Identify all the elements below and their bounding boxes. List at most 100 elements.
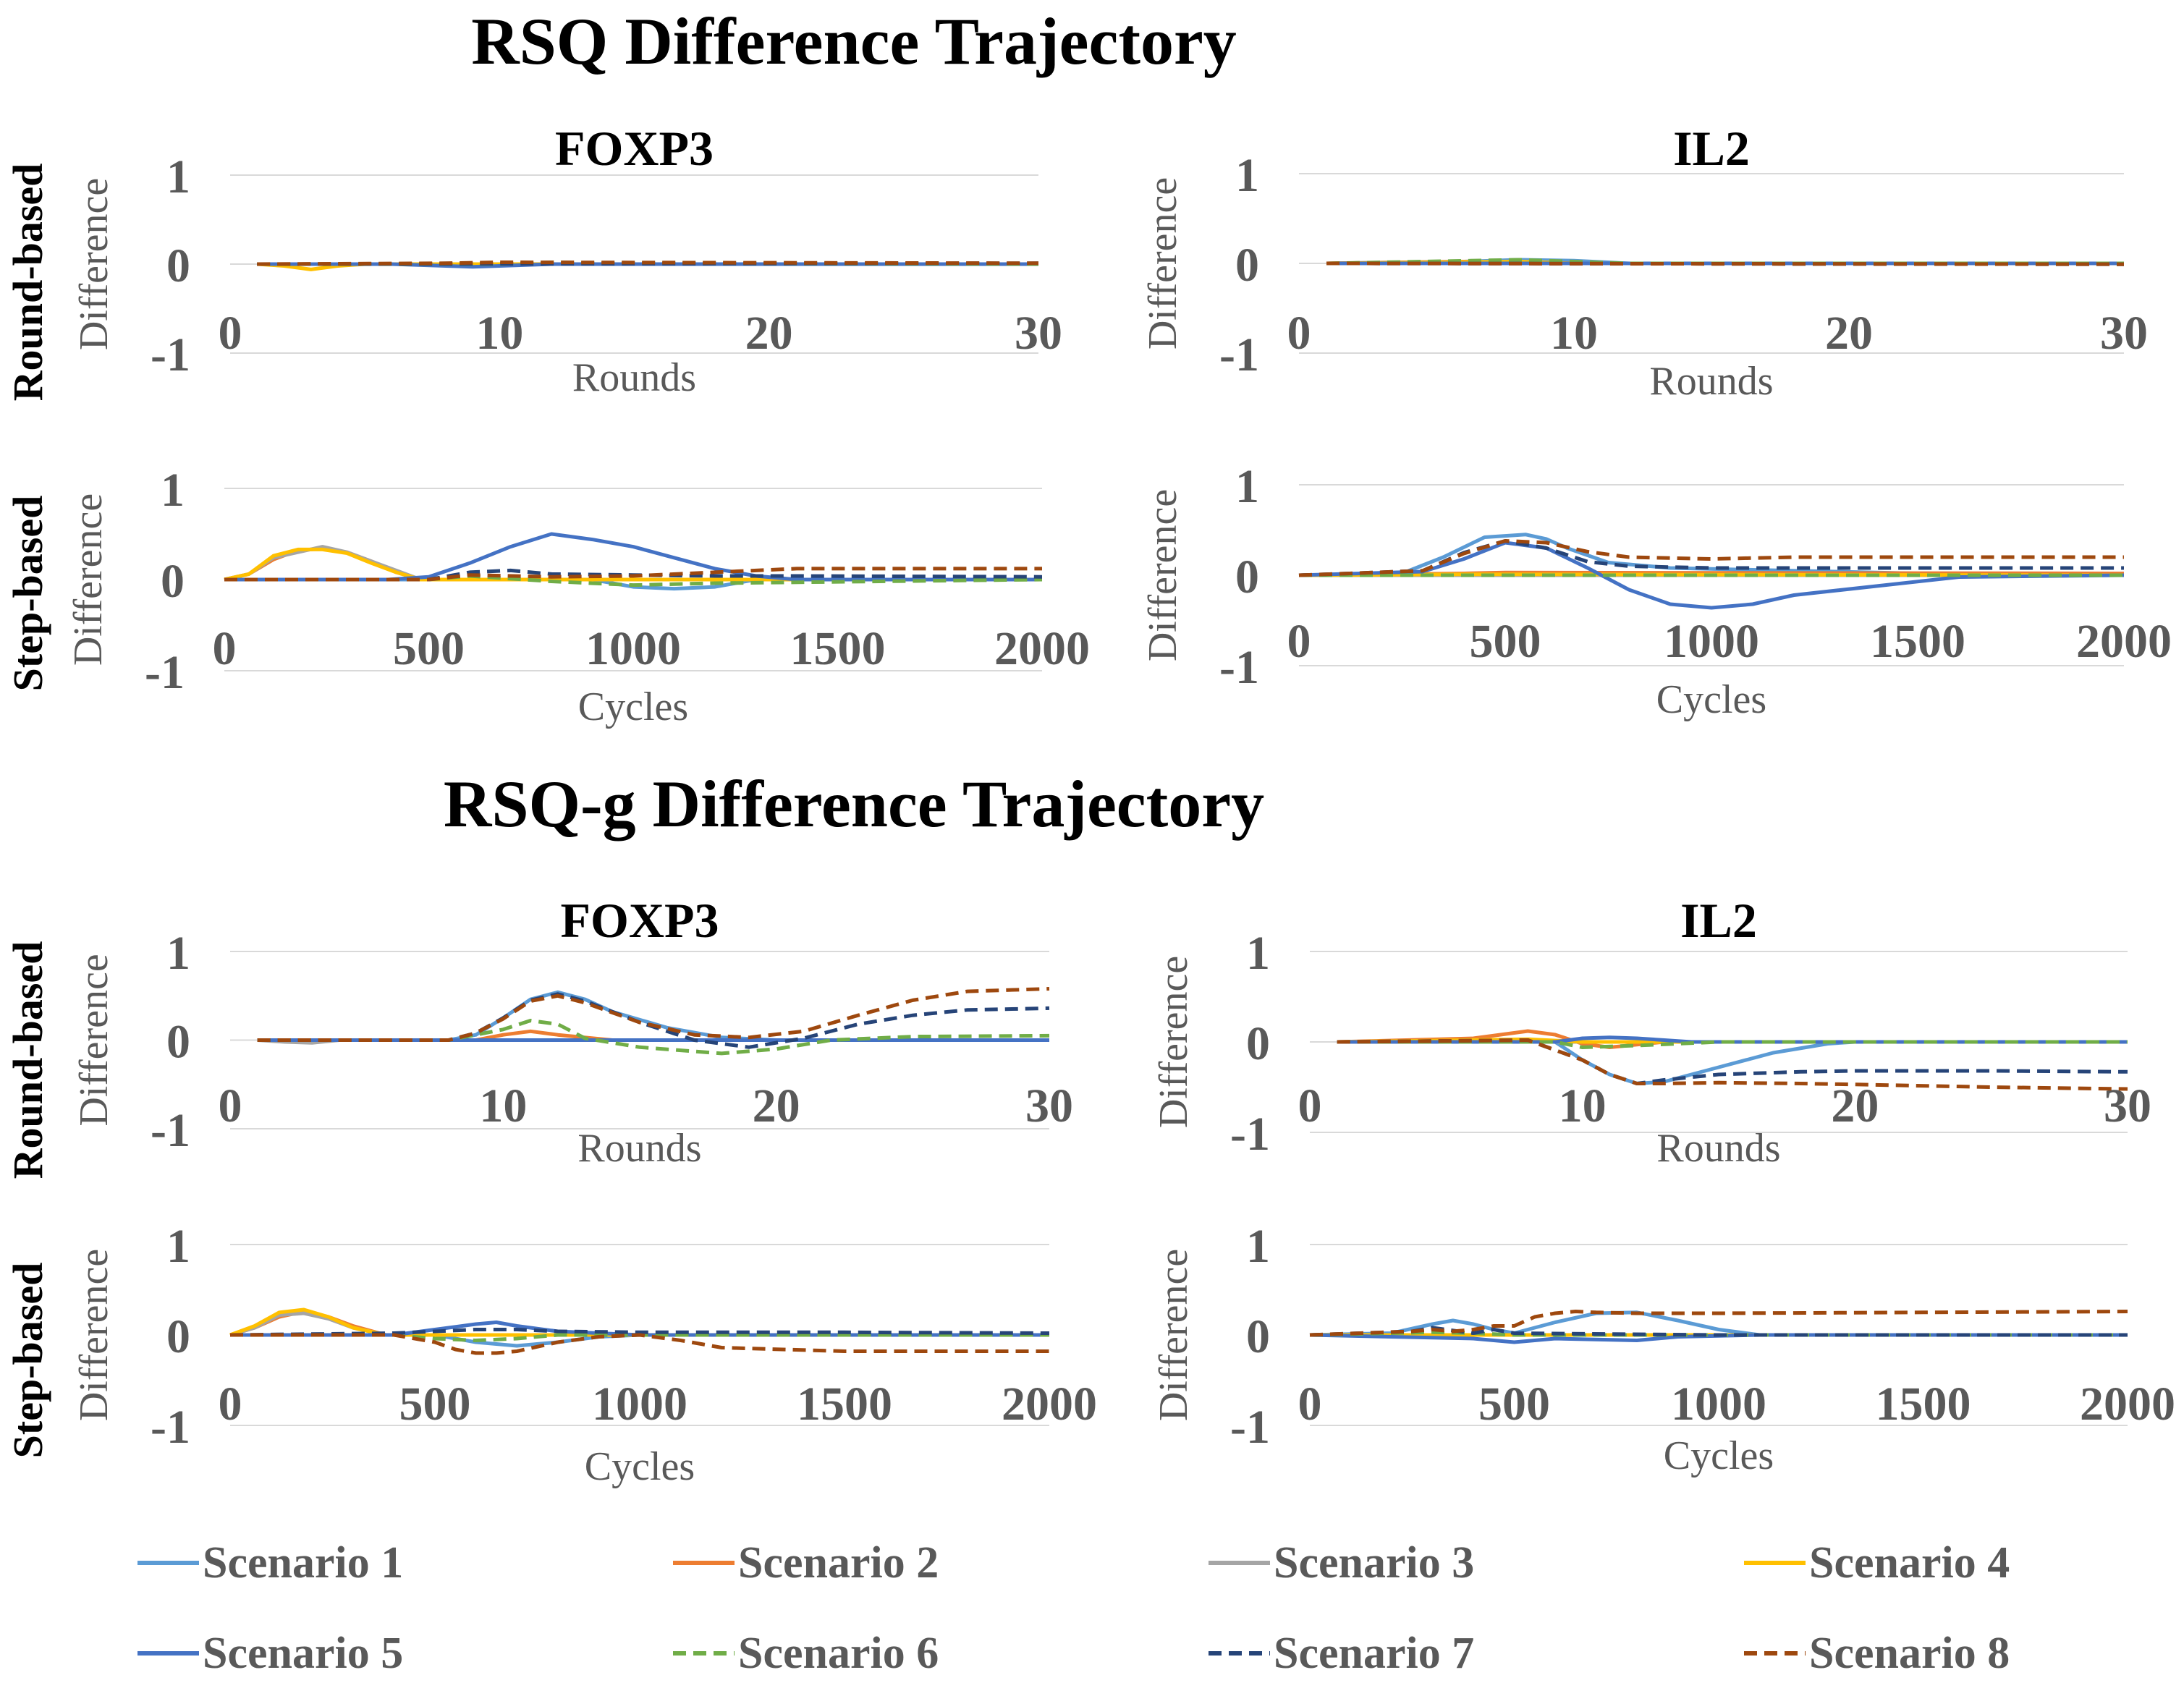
rsqg-heading: RSQ-g Difference Trajectory [444,767,1264,841]
y-tick-label: -1 [1219,328,1259,381]
legend-label: Scenario 1 [203,1538,403,1587]
row-label-step-rsq: Step-based [4,496,51,692]
chart-rsqg-foxp3-step: 1 0 -1 Difference 0 500 1000 1500 2000 Cycles [72,1220,1097,1489]
y-tick-label: 1 [1235,460,1259,513]
y-tick-label: 0 [1235,239,1259,292]
x-tick-label: 1500 [1876,1378,1971,1430]
series-line-scenario-8 [1298,539,2124,577]
legend-label: Scenario 8 [1809,1629,2010,1678]
x-tick-label: 0 [219,307,242,360]
x-tick-label: 0 [1298,1080,1322,1132]
panel-title: IL2 [1673,121,1750,176]
x-tick-label: 30 [2100,307,2148,360]
x-tick-label: 20 [1831,1080,1879,1132]
x-tick-label: 2000 [994,622,1090,675]
legend-label: Scenario 4 [1809,1538,2010,1587]
y-tick-label: 1 [1246,927,1270,980]
series-line-scenario-8 [1337,1038,2128,1091]
y-tick-label: 1 [166,927,190,980]
x-tick-label: 1500 [790,622,886,675]
y-tick-label: -1 [145,646,185,699]
x-tick-label: 20 [1825,307,1873,360]
panel-title: FOXP3 [555,121,714,176]
x-tick-label: 0 [213,622,237,675]
x-axis-label: Cycles [578,684,688,729]
chart-rsqg-il2-step: 1 0 -1 Difference 0 500 1000 1500 2000 Cycles [1151,1220,2175,1478]
x-tick-label: 1000 [585,622,681,675]
y-tick-label: -1 [1230,1108,1270,1161]
y-tick-label: 0 [1235,551,1259,603]
x-tick-label: 20 [745,307,793,360]
y-tick-label: 1 [1246,1220,1270,1273]
chart-rsq-foxp3-step: 1 0 -1 Difference 0 500 1000 1500 2000 Cycles [66,464,1090,729]
y-axis-label: Difference [66,493,111,666]
series-line-scenario-7 [1298,539,2124,577]
x-tick-label: 500 [1478,1378,1550,1430]
y-tick-label: 0 [166,1016,190,1069]
series-line-scenario-8 [1326,261,2125,266]
rsq-heading: RSQ Difference Trajectory [471,4,1237,78]
series-line-scenario-6 [1337,1040,2128,1049]
y-tick-label: -1 [151,1401,190,1454]
y-tick-label: 0 [1246,1017,1270,1070]
x-tick-label: 1000 [1664,615,1759,668]
series-line-scenario-8 [1309,1310,2128,1337]
x-tick-label: 2000 [1002,1378,1097,1430]
x-axis-label: Rounds [577,1126,701,1171]
y-tick-label: -1 [1219,641,1259,694]
x-tick-label: 0 [219,1378,242,1430]
x-tick-label: 500 [399,1378,471,1430]
x-axis-label: Rounds [1656,1126,1780,1171]
series-line-scenario-5 [1298,540,2125,610]
row-label-round-rsqg: Round-based [4,941,51,1179]
row-label-round-rsq: Round-based [4,164,51,402]
x-tick-label: 0 [219,1080,242,1132]
series-line-scenario-8 [257,260,1039,266]
x-axis-label: Cycles [585,1444,695,1489]
series-line-scenario-4 [224,547,1042,582]
y-tick-label: 1 [166,151,190,203]
y-tick-label: -1 [151,328,190,381]
y-tick-label: 1 [166,1220,190,1273]
y-axis-label: Difference [1140,489,1185,661]
y-tick-label: 0 [1246,1310,1270,1363]
series-line-scenario-1 [1309,1310,2128,1337]
legend-item: Scenario 6 [673,1629,939,1678]
legend-item: Scenario 1 [137,1538,403,1587]
series-line-scenario-5 [224,532,1042,582]
panel-title: IL2 [1680,893,1757,948]
legend-item: Scenario 7 [1209,1629,1474,1678]
y-tick-label: 1 [161,464,185,517]
y-axis-label: Difference [72,954,117,1126]
panel-title: FOXP3 [560,893,719,948]
x-tick-label: 2000 [2076,615,2172,668]
x-tick-label: 2000 [2080,1378,2175,1430]
series-line-scenario-8 [257,987,1050,1042]
y-tick-label: 0 [161,555,185,608]
series-line-scenario-6 [257,1019,1050,1056]
row-label-step-rsqg: Step-based [4,1263,51,1459]
y-tick-label: -1 [151,1104,190,1157]
x-axis-label: Rounds [1649,359,1773,404]
legend-item: Scenario 3 [1209,1538,1474,1587]
x-axis-label: Cycles [1656,677,1766,722]
x-axis-label: Rounds [572,355,696,400]
x-tick-label: 10 [1559,1080,1607,1132]
x-tick-label: 0 [1287,307,1311,360]
legend-label: Scenario 2 [738,1538,939,1587]
y-tick-label: -1 [1230,1401,1270,1454]
y-tick-label: 1 [1235,149,1259,202]
series-line-scenario-8 [230,1333,1049,1355]
x-tick-label: 30 [1025,1080,1073,1132]
y-axis-label: Difference [72,1249,117,1421]
x-tick-label: 0 [1298,1378,1322,1430]
x-tick-label: 20 [753,1080,800,1132]
legend: Scenario 1 Scenario 2 Scenario 3 Scenario 4… [137,1538,2010,1678]
series-line-scenario-1 [257,990,1049,1042]
legend-item: Scenario 5 [137,1629,403,1678]
